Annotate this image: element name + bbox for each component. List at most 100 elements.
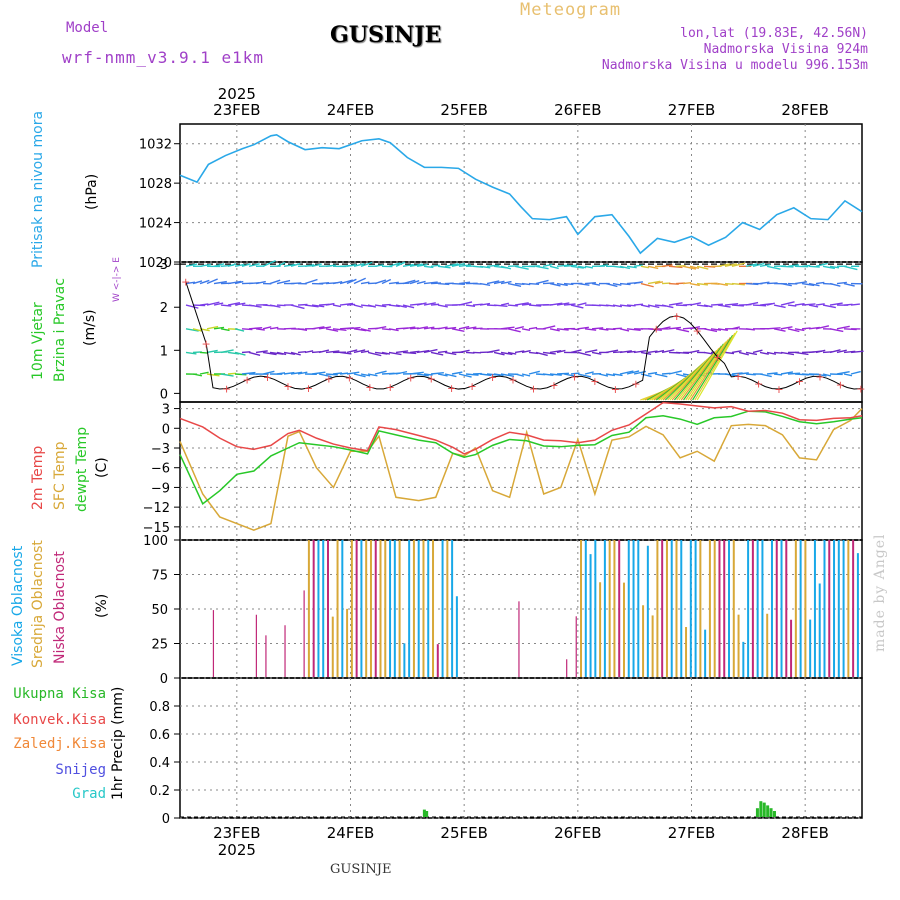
panel-frame-pressure [179, 123, 863, 263]
wind-barb [640, 373, 652, 378]
wind-barb [570, 265, 584, 269]
wind-barb [549, 373, 562, 376]
wind-barb [458, 325, 470, 330]
wind-speed-marker: + [283, 380, 292, 393]
wind-barb [752, 262, 765, 267]
wind-barb [731, 282, 745, 286]
wind-barb [717, 263, 730, 267]
wind-barb [528, 326, 538, 330]
wind-barb [276, 261, 286, 267]
cloud-tick-label: 0 [160, 672, 168, 687]
bottom-day-label: 25FEB [440, 824, 487, 842]
wind-barb [241, 263, 251, 267]
wind-barb [759, 373, 772, 378]
wind-barb [794, 351, 809, 356]
wind-gust-line [689, 337, 731, 401]
wind-barb [591, 351, 602, 355]
wind-barb [318, 373, 332, 378]
bottom-day-label: 28FEB [781, 824, 828, 842]
wind-barb [626, 350, 636, 354]
wind-barb [206, 373, 220, 377]
wind-barb [661, 264, 673, 268]
wind-barb [311, 263, 322, 267]
wind-barb [360, 328, 371, 332]
wind-barb [325, 373, 338, 376]
wind-barb [717, 328, 728, 331]
wind-barb [542, 282, 555, 285]
wind-barb [654, 281, 664, 285]
wind-barb [605, 349, 619, 354]
wind-barb [577, 265, 587, 269]
wind-barb [241, 328, 253, 331]
wind-barb [332, 372, 343, 375]
wind-barb [647, 265, 659, 270]
wind-barb [213, 280, 227, 285]
wind-barb [360, 373, 371, 377]
legend-snow: Snijeg [55, 762, 106, 778]
wind-barb [668, 265, 683, 269]
precip-bar [755, 808, 759, 817]
wind-barb [745, 263, 758, 267]
wind-barb [465, 326, 477, 330]
wind-barb [339, 372, 349, 375]
wind-barb [514, 373, 525, 377]
wind-speed-marker: + [386, 381, 395, 394]
wind-barb [381, 351, 391, 355]
wind-barb [836, 325, 850, 330]
wind-barb [493, 304, 508, 308]
wind-barb [724, 373, 739, 377]
legend-convective-rain: Konvek.Kisa [13, 712, 106, 728]
precip-bar [769, 808, 773, 817]
precip-tick-label: 0 [162, 812, 170, 827]
wind-barb [332, 328, 347, 331]
wind-barb [822, 373, 832, 377]
wind-barb [619, 282, 631, 286]
wind-barb [668, 302, 683, 306]
wind-barb [724, 351, 735, 355]
wind-barb [626, 370, 640, 375]
wind-barb [612, 304, 622, 308]
wind-barb [500, 326, 515, 330]
wind-speed-marker: + [263, 371, 272, 384]
wind-barb [738, 351, 749, 356]
legend-total-rain: Ukupna Kisa [13, 686, 106, 702]
wind-barb [591, 282, 600, 286]
wind-barb [430, 264, 440, 268]
wind-barb [423, 281, 438, 285]
wind-barb [374, 326, 387, 330]
wind-barb [234, 263, 245, 267]
wind-tick-label: 1 [160, 344, 168, 359]
wind-barb [486, 349, 500, 354]
wind-barb [661, 326, 671, 330]
wind-barb [570, 304, 584, 309]
wind-barb [584, 349, 598, 354]
wind-barb [542, 325, 556, 330]
legend-hail: Grad [72, 786, 106, 802]
wind-barb [402, 351, 417, 355]
wind-barb [815, 262, 828, 267]
wind-barb [591, 327, 604, 330]
wind-speed-marker: + [754, 377, 763, 390]
wind-barb [437, 373, 448, 377]
wind-barb [262, 370, 275, 375]
temp-tick-label: −9 [151, 481, 170, 496]
wind-barb [500, 351, 513, 356]
wind-barb [451, 328, 465, 332]
wind-barb [367, 304, 377, 308]
wind-barb [346, 349, 358, 354]
wind-barb [766, 372, 778, 375]
wind-barb [360, 281, 370, 285]
model-label: Model [66, 20, 109, 36]
wind-barb [689, 265, 700, 269]
wind-barb [388, 262, 401, 267]
wind-barb [724, 263, 737, 267]
wind-gust-line [678, 347, 720, 401]
wind-barb [514, 265, 529, 270]
wind-barb [493, 373, 504, 377]
wind-barb [346, 371, 360, 375]
wind-barb [843, 373, 853, 377]
wind-barb [374, 264, 384, 267]
wind-barb [549, 302, 563, 306]
station-title: GUSINJE [330, 22, 442, 48]
